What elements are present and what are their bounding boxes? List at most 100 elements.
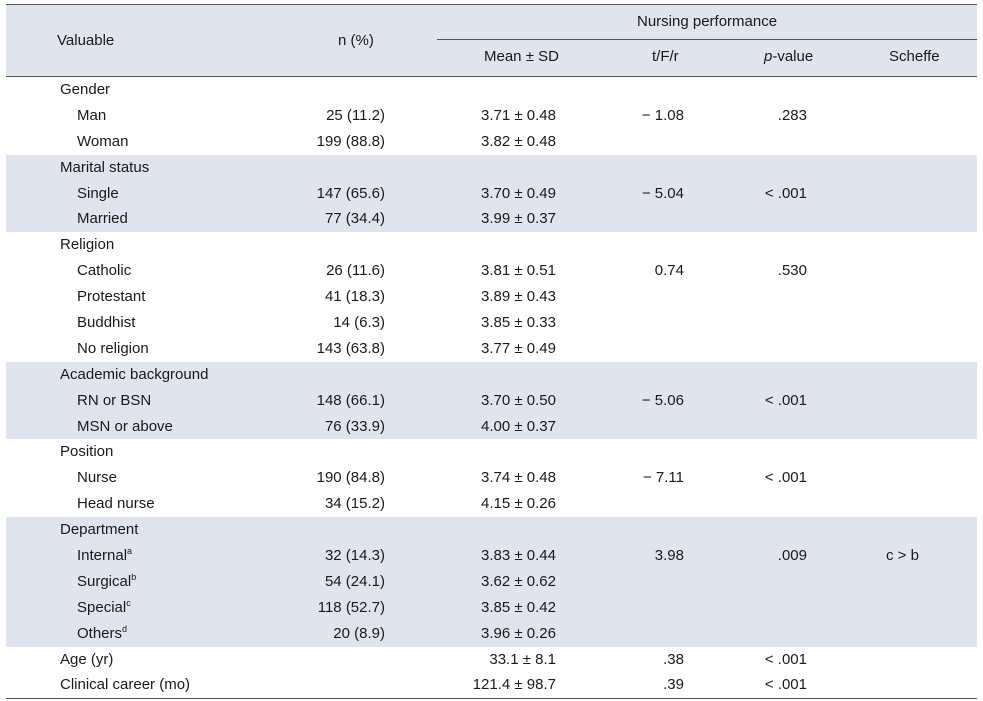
cell-n: 143 (63.8) (316, 339, 385, 357)
table-row: Academic background (6, 361, 977, 388)
table-row: Nurse 190 (84.8) 3.74 ± 0.48 − 7.11 < .001 (6, 465, 977, 491)
cell-tfr: .38 (663, 650, 684, 668)
table-bottom-rule (6, 698, 977, 700)
table-row: Catholic 26 (11.6) 3.81 ± 0.51 0.74 .530 (6, 258, 977, 284)
row-label-text: MSN or above (77, 417, 173, 435)
row-label-text: Department (60, 521, 139, 539)
cell-n: 199 (88.8) (316, 132, 385, 150)
row-label-text: Clinical career (mo) (60, 676, 191, 694)
row-label-text: Age (yr) (60, 650, 114, 668)
cell-mean-sd: 3.89 ± 0.43 (481, 288, 556, 306)
cell-p-value: .283 (777, 106, 807, 124)
row-category-label: Age (yr) (60, 651, 113, 669)
p-symbol: p (764, 48, 773, 65)
cell-p-value: < .001 (764, 676, 807, 694)
row-sublabel: Single (77, 185, 119, 203)
row-label-text: Special (77, 598, 127, 616)
row-label-text: Woman (77, 132, 129, 150)
cell-mean-sd: 3.70 ± 0.49 (481, 184, 556, 202)
table-row: Specialc 118 (52.7) 3.85 ± 0.42 (6, 594, 977, 621)
col-header-tfr: t/F/r (652, 48, 679, 65)
cell-n: 77 (34.4) (324, 210, 385, 228)
row-sublabel: Internala (77, 547, 132, 565)
row-sublabel: Othersd (77, 623, 128, 643)
row-label-text: Protestant (77, 288, 146, 306)
col-header-n: n (%) (338, 32, 374, 49)
header-divider (437, 39, 977, 40)
cell-n: 34 (15.2) (324, 495, 385, 513)
table-body: Gender Man 25 (11.2) 3.71 ± 0.48 − 1.08 .283 W… (6, 77, 977, 698)
cell-mean-sd: 4.00 ± 0.37 (481, 417, 556, 435)
cell-mean-sd: 33.1 ± 8.1 (489, 650, 556, 668)
cell-n: 20 (8.9) (333, 624, 385, 642)
cell-tfr: − 5.04 (641, 184, 684, 202)
row-label-text: Nurse (77, 469, 118, 487)
table-row: Religion (6, 232, 977, 258)
table-header: Valuable n (%) Nursing performance Mean … (6, 4, 977, 77)
table-row: No religion 143 (63.8) 3.77 ± 0.49 (6, 336, 977, 362)
p-suffix: -value (772, 48, 814, 65)
cell-scheffe: c > b (886, 547, 919, 565)
cell-n: 118 (52.7) (317, 598, 385, 616)
row-sublabel: Catholic (77, 262, 131, 280)
cell-tfr: − 7.11 (642, 469, 684, 487)
results-table: Valuable n (%) Nursing performance Mean … (6, 4, 977, 700)
cell-n: 32 (14.3) (324, 547, 385, 565)
row-label-text: Position (60, 443, 114, 461)
cell-p-value: < .001 (764, 650, 807, 668)
table-row: Head nurse 34 (15.2) 4.15 ± 0.26 (6, 491, 977, 517)
row-category-label: Marital status (60, 159, 149, 177)
table-row: Age (yr) 33.1 ± 8.1 .38 < .001 (6, 647, 977, 673)
cell-mean-sd: 3.62 ± 0.62 (481, 572, 556, 590)
cell-mean-sd: 3.85 ± 0.42 (481, 598, 556, 616)
row-label-text: Gender (60, 81, 111, 98)
table-row: Marital status (6, 154, 977, 181)
cell-n: 26 (11.6) (326, 262, 385, 280)
cell-mean-sd: 3.74 ± 0.48 (481, 469, 556, 487)
row-label-text: Marital status (60, 158, 150, 176)
col-header-p: p-value (764, 48, 813, 66)
row-label-text: Catholic (77, 262, 132, 280)
row-label-text: Others (77, 624, 123, 642)
row-label-text: Married (77, 210, 128, 228)
table-row: Clinical career (mo) 121.4 ± 98.7 .39 < .00… (6, 672, 977, 698)
table-row: Othersd 20 (8.9) 3.96 ± 0.26 (6, 620, 977, 647)
row-sublabel: Head nurse (77, 495, 155, 513)
row-sublabel: Man (77, 107, 106, 125)
row-sublabel: Buddhist (77, 314, 135, 332)
cell-tfr: − 1.08 (641, 106, 684, 124)
cell-p-value: .530 (777, 262, 807, 280)
row-sublabel: Specialc (77, 597, 131, 617)
cell-tfr: 0.74 (654, 262, 684, 280)
table-row: Surgicalb 54 (24.1) 3.62 ± 0.62 (6, 568, 977, 595)
cell-n: 54 (24.1) (324, 572, 385, 590)
cell-p-value: < .001 (764, 391, 807, 409)
row-label-text: Buddhist (77, 314, 136, 332)
cell-n: 76 (33.9) (324, 417, 385, 435)
row-sublabel: Married (77, 210, 128, 228)
cell-mean-sd: 3.96 ± 0.26 (481, 624, 556, 642)
row-category-label: Religion (60, 236, 114, 254)
row-label-text: RN or BSN (77, 391, 152, 409)
table-row: Internala 32 (14.3) 3.83 ± 0.44 3.98 .009 c >… (6, 543, 977, 569)
row-category-label: Clinical career (mo) (60, 676, 190, 694)
row-category-label: Department (60, 521, 138, 539)
col-header-scheffe: Scheffe (889, 48, 940, 65)
footnote-marker: a (127, 546, 133, 557)
cell-mean-sd: 3.85 ± 0.33 (481, 314, 556, 332)
footnote-marker: d (122, 623, 128, 634)
table-row: RN or BSN 148 (66.1) 3.70 ± 0.50 − 5.06 < .0… (6, 387, 977, 414)
footnote-marker: c (126, 597, 131, 608)
table-row: Gender (6, 77, 977, 103)
table-row: Single 147 (65.6) 3.70 ± 0.49 − 5.04 < .001 (6, 180, 977, 207)
cell-p-value: < .001 (764, 184, 807, 202)
col-header-variable: Valuable (57, 32, 115, 49)
cell-mean-sd: 121.4 ± 98.7 (472, 676, 556, 694)
footnote-marker: b (131, 571, 137, 582)
cell-mean-sd: 3.82 ± 0.48 (481, 132, 556, 150)
table-row: Married 77 (34.4) 3.99 ± 0.37 (6, 206, 977, 233)
row-label-text: No religion (77, 339, 149, 357)
cell-mean-sd: 4.15 ± 0.26 (481, 495, 556, 513)
cell-tfr: 3.98 (654, 547, 684, 565)
col-header-mean: Mean ± SD (484, 48, 559, 65)
